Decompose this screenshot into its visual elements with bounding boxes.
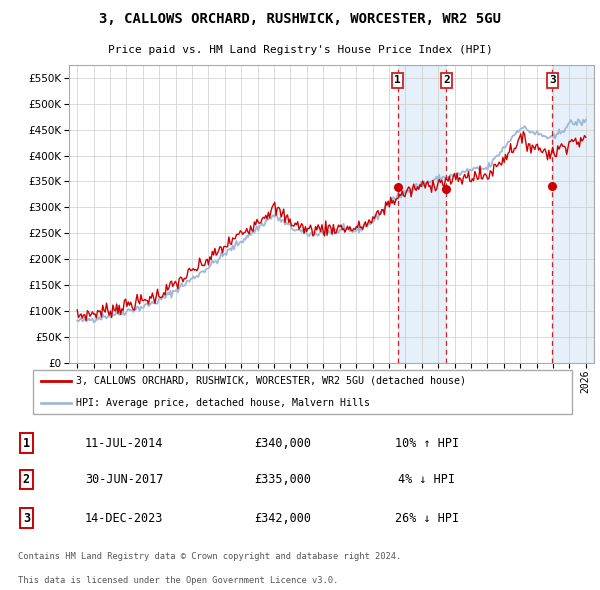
Text: 2: 2 — [443, 76, 450, 86]
Text: 3: 3 — [549, 76, 556, 86]
Text: 26% ↓ HPI: 26% ↓ HPI — [395, 512, 459, 525]
Text: 1: 1 — [23, 437, 30, 450]
Text: £335,000: £335,000 — [254, 473, 311, 486]
Text: 14-DEC-2023: 14-DEC-2023 — [85, 512, 164, 525]
FancyBboxPatch shape — [33, 370, 572, 414]
Text: 1: 1 — [394, 76, 401, 86]
Text: 11-JUL-2014: 11-JUL-2014 — [85, 437, 164, 450]
Text: £340,000: £340,000 — [254, 437, 311, 450]
Text: This data is licensed under the Open Government Licence v3.0.: This data is licensed under the Open Gov… — [18, 576, 338, 585]
Text: 3, CALLOWS ORCHARD, RUSHWICK, WORCESTER, WR2 5GU: 3, CALLOWS ORCHARD, RUSHWICK, WORCESTER,… — [99, 12, 501, 27]
Text: Price paid vs. HM Land Registry's House Price Index (HPI): Price paid vs. HM Land Registry's House … — [107, 45, 493, 55]
Text: 30-JUN-2017: 30-JUN-2017 — [85, 473, 164, 486]
Text: Contains HM Land Registry data © Crown copyright and database right 2024.: Contains HM Land Registry data © Crown c… — [18, 552, 401, 561]
Text: HPI: Average price, detached house, Malvern Hills: HPI: Average price, detached house, Malv… — [76, 398, 370, 408]
Text: 3: 3 — [23, 512, 30, 525]
Text: £342,000: £342,000 — [254, 512, 311, 525]
Text: 4% ↓ HPI: 4% ↓ HPI — [398, 473, 455, 486]
Text: 10% ↑ HPI: 10% ↑ HPI — [395, 437, 459, 450]
Text: 2: 2 — [23, 473, 30, 486]
Text: 3, CALLOWS ORCHARD, RUSHWICK, WORCESTER, WR2 5GU (detached house): 3, CALLOWS ORCHARD, RUSHWICK, WORCESTER,… — [76, 376, 466, 386]
Bar — [553, 65, 594, 363]
Bar — [398, 65, 446, 363]
